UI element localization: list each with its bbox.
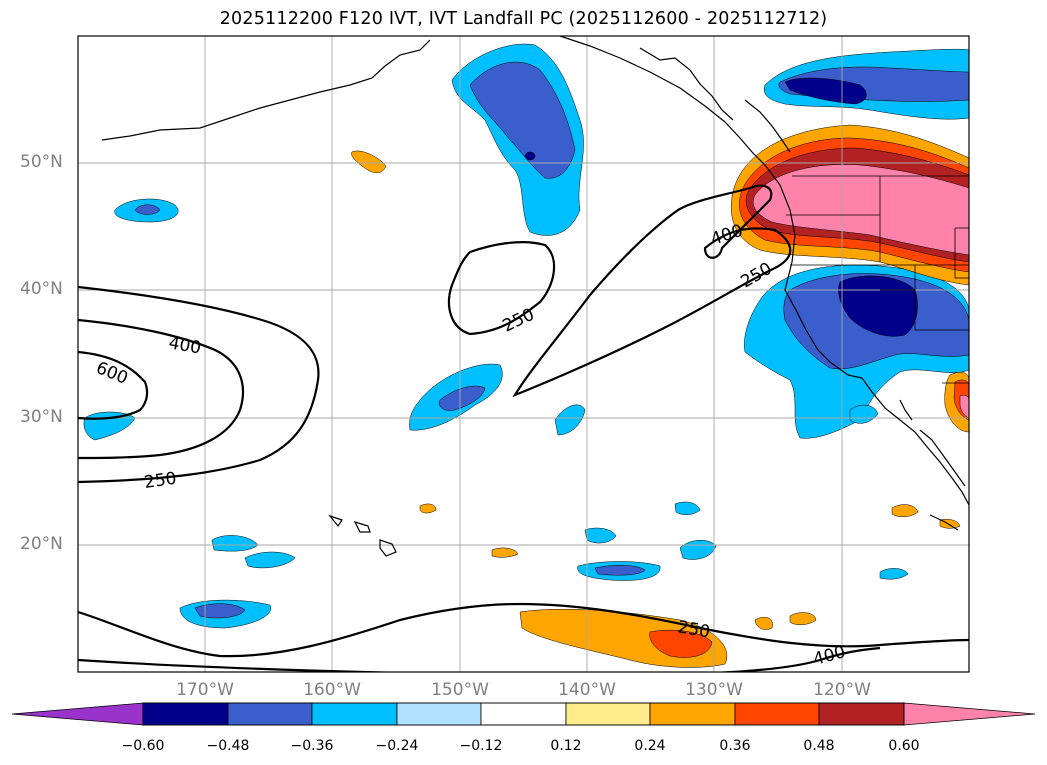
colorbar-tick: 0.24 (634, 738, 666, 754)
colorbar-tick: 0.48 (803, 738, 835, 754)
contour-label-250-west: 250 (143, 469, 178, 493)
colorbar-tick: −0.24 (375, 738, 419, 754)
contour-250-tongue (512, 184, 792, 398)
ivt-contours (78, 184, 969, 672)
lon-label-150w: 150°W (431, 680, 489, 700)
lon-label-130w: 130°W (685, 680, 743, 700)
map-title: 2025112200 F120 IVT, IVT Landfall PC (20… (219, 9, 828, 29)
lat-label-20n: 20°N (20, 534, 63, 554)
contour-400-south (78, 646, 881, 672)
map-frame (77, 35, 970, 673)
colorbar-extend-min (11, 702, 144, 726)
contour-400-west-loop (78, 318, 245, 460)
contour-250-south (78, 602, 969, 658)
lon-label-140w: 140°W (558, 680, 616, 700)
colorbar-tick: −0.12 (459, 738, 503, 754)
contour-600-west-loop (78, 350, 149, 420)
coastlines (101, 36, 969, 557)
negative-anomaly-fills (83, 43, 969, 629)
lon-label-120w: 120°W (813, 680, 871, 700)
positive-anomaly-fills (351, 124, 969, 668)
colorbar-tick: 0.60 (888, 738, 920, 754)
colorbar-tick: 0.36 (719, 738, 751, 754)
colorbar-tick: −0.36 (290, 738, 334, 754)
colorbar (11, 702, 1036, 726)
map-panel (78, 36, 969, 672)
lon-label-170w: 170°W (176, 680, 234, 700)
colorbar-tick: −0.48 (206, 738, 250, 754)
colorbar-extend-max (903, 702, 1036, 726)
gridlines (78, 36, 969, 672)
contour-250-west-loop (78, 285, 320, 484)
lon-label-160w: 160°W (303, 680, 361, 700)
colorbar-tick: 0.12 (550, 738, 582, 754)
lat-label-30n: 30°N (20, 407, 63, 427)
contour-250-closed-low (448, 241, 556, 336)
lat-label-40n: 40°N (20, 279, 63, 299)
colorbar-tick: −0.60 (121, 738, 165, 754)
lat-label-50n: 50°N (20, 152, 63, 172)
political-borders (786, 175, 969, 384)
